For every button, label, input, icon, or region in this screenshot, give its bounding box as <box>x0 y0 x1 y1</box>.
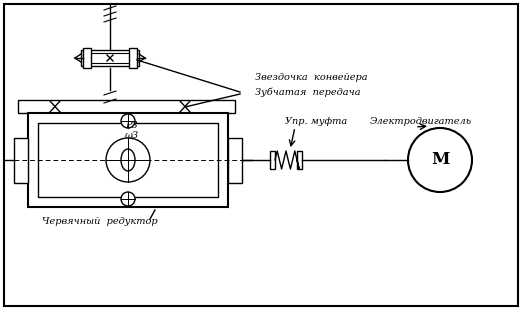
Bar <box>28 113 228 207</box>
Text: Звездочка  конвейера: Звездочка конвейера <box>255 73 367 82</box>
Ellipse shape <box>121 149 135 171</box>
Circle shape <box>106 138 150 182</box>
Text: Электродвигатель: Электродвигатель <box>370 117 472 126</box>
Text: Упр. муфта: Упр. муфта <box>285 117 347 126</box>
Bar <box>83 48 91 68</box>
Bar <box>81 50 139 66</box>
Text: М: М <box>431 152 449 169</box>
Bar <box>228 138 242 183</box>
Circle shape <box>121 114 135 128</box>
Bar <box>18 100 235 113</box>
Text: P3: P3 <box>125 121 138 130</box>
Bar <box>129 48 137 68</box>
Bar <box>14 138 28 183</box>
Text: Червячный  редуктор: Червячный редуктор <box>42 218 158 227</box>
Circle shape <box>121 192 135 206</box>
Bar <box>88 53 132 63</box>
Text: Зубчатая  передача: Зубчатая передача <box>255 87 361 97</box>
Circle shape <box>408 128 472 192</box>
Text: ω3: ω3 <box>125 131 139 140</box>
Bar <box>270 151 275 169</box>
Bar <box>38 123 218 197</box>
Bar <box>297 151 302 169</box>
